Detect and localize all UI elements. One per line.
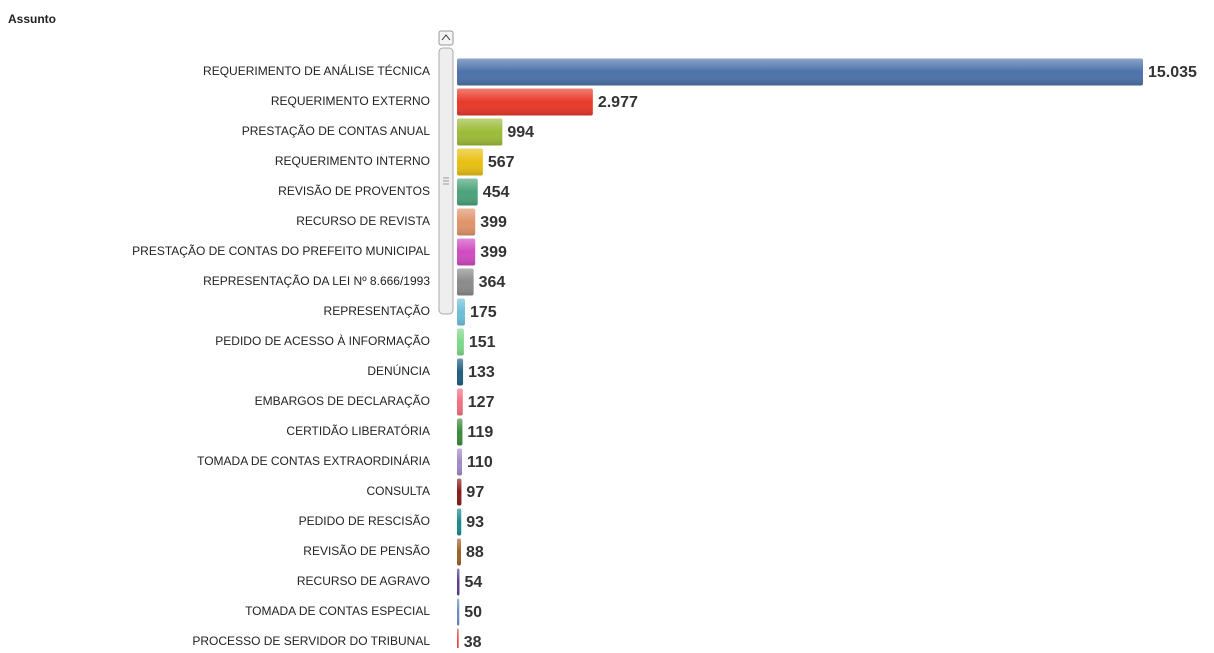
category-label: REVISÃO DE PENSÃO: [303, 544, 430, 558]
category-label: TOMADA DE CONTAS EXTRAORDINÁRIA: [197, 453, 430, 468]
bar-shade: [457, 298, 465, 326]
category-label: RECURSO DE AGRAVO: [297, 574, 430, 588]
category-label: PEDIDO DE ACESSO À INFORMAÇÃO: [215, 333, 430, 348]
category-label: TOMADA DE CONTAS ESPECIAL: [245, 604, 430, 618]
scroll-up[interactable]: [438, 30, 454, 46]
category-label: CERTIDÃO LIBERATÓRIA: [286, 423, 430, 438]
bar-shade: [457, 328, 464, 356]
bar-shade: [457, 568, 460, 596]
bar-shade: [457, 358, 464, 386]
bar-shade: [457, 628, 459, 653]
value-label: 133: [468, 364, 495, 381]
bar-shade: [457, 58, 1143, 86]
value-label: 97: [466, 484, 484, 501]
value-label: 127: [468, 394, 495, 411]
value-label: 110: [467, 454, 493, 471]
category-label: DENÚNCIA: [367, 363, 430, 378]
category-label: PROCESSO DE SERVIDOR DO TRIBUNAL: [192, 634, 430, 648]
value-label: 454: [483, 184, 510, 201]
category-label: PRESTAÇÃO DE CONTAS DO PREFEITO MUNICIPA…: [132, 244, 430, 258]
category-label: REQUERIMENTO EXTERNO: [271, 94, 430, 108]
bar-shade: [457, 88, 593, 116]
bar-shade: [457, 208, 476, 236]
bar-shade: [457, 538, 462, 566]
value-label: 399: [480, 214, 507, 231]
category-label: CONSULTA: [366, 484, 430, 498]
value-label: 54: [464, 574, 482, 591]
value-label: 50: [464, 604, 482, 621]
category-label: EMBARGOS DE DECLARAÇÃO: [255, 394, 430, 408]
value-label: 119: [467, 424, 493, 441]
bar-shade: [457, 418, 463, 446]
category-label: REVISÃO DE PROVENTOS: [278, 184, 430, 198]
value-label: 15.035: [1148, 64, 1197, 81]
bar-shade: [457, 478, 462, 506]
bar-shade: [457, 118, 503, 146]
category-label: REQUERIMENTO DE ANÁLISE TÉCNICA: [203, 63, 430, 78]
value-label: 38: [464, 634, 482, 648]
value-label: 2.977: [598, 94, 638, 111]
bar-shade: [457, 268, 474, 296]
value-label: 994: [507, 124, 534, 141]
value-label: 364: [479, 274, 506, 291]
bar-shade: [457, 448, 463, 476]
category-label: PEDIDO DE RESCISÃO: [299, 514, 430, 528]
bar-shade: [457, 238, 476, 266]
chart-title: Assunto: [8, 12, 56, 26]
value-label: 93: [466, 514, 484, 531]
bar-shade: [457, 178, 478, 206]
scroll-grip: [443, 177, 449, 185]
bar-shade: [457, 388, 463, 416]
category-label: RECURSO DE REVISTA: [296, 214, 430, 228]
value-label: 567: [488, 154, 515, 171]
category-label: REQUERIMENTO INTERNO: [275, 154, 430, 168]
scroll-arrow: [441, 34, 451, 41]
bar-shade: [457, 148, 483, 176]
value-label: 399: [480, 244, 507, 261]
category-label: REPRESENTAÇÃO DA LEI Nº 8.666/1993: [203, 274, 430, 288]
category-label: PRESTAÇÃO DE CONTAS ANUAL: [242, 124, 431, 138]
bar-shade: [457, 508, 462, 536]
value-label: 175: [470, 304, 497, 321]
value-label: 151: [469, 334, 496, 351]
bar-shade: [457, 598, 460, 626]
scrollbar[interactable]: [438, 30, 454, 315]
category-label: REPRESENTAÇÃO: [324, 304, 430, 318]
value-label: 88: [466, 544, 484, 561]
